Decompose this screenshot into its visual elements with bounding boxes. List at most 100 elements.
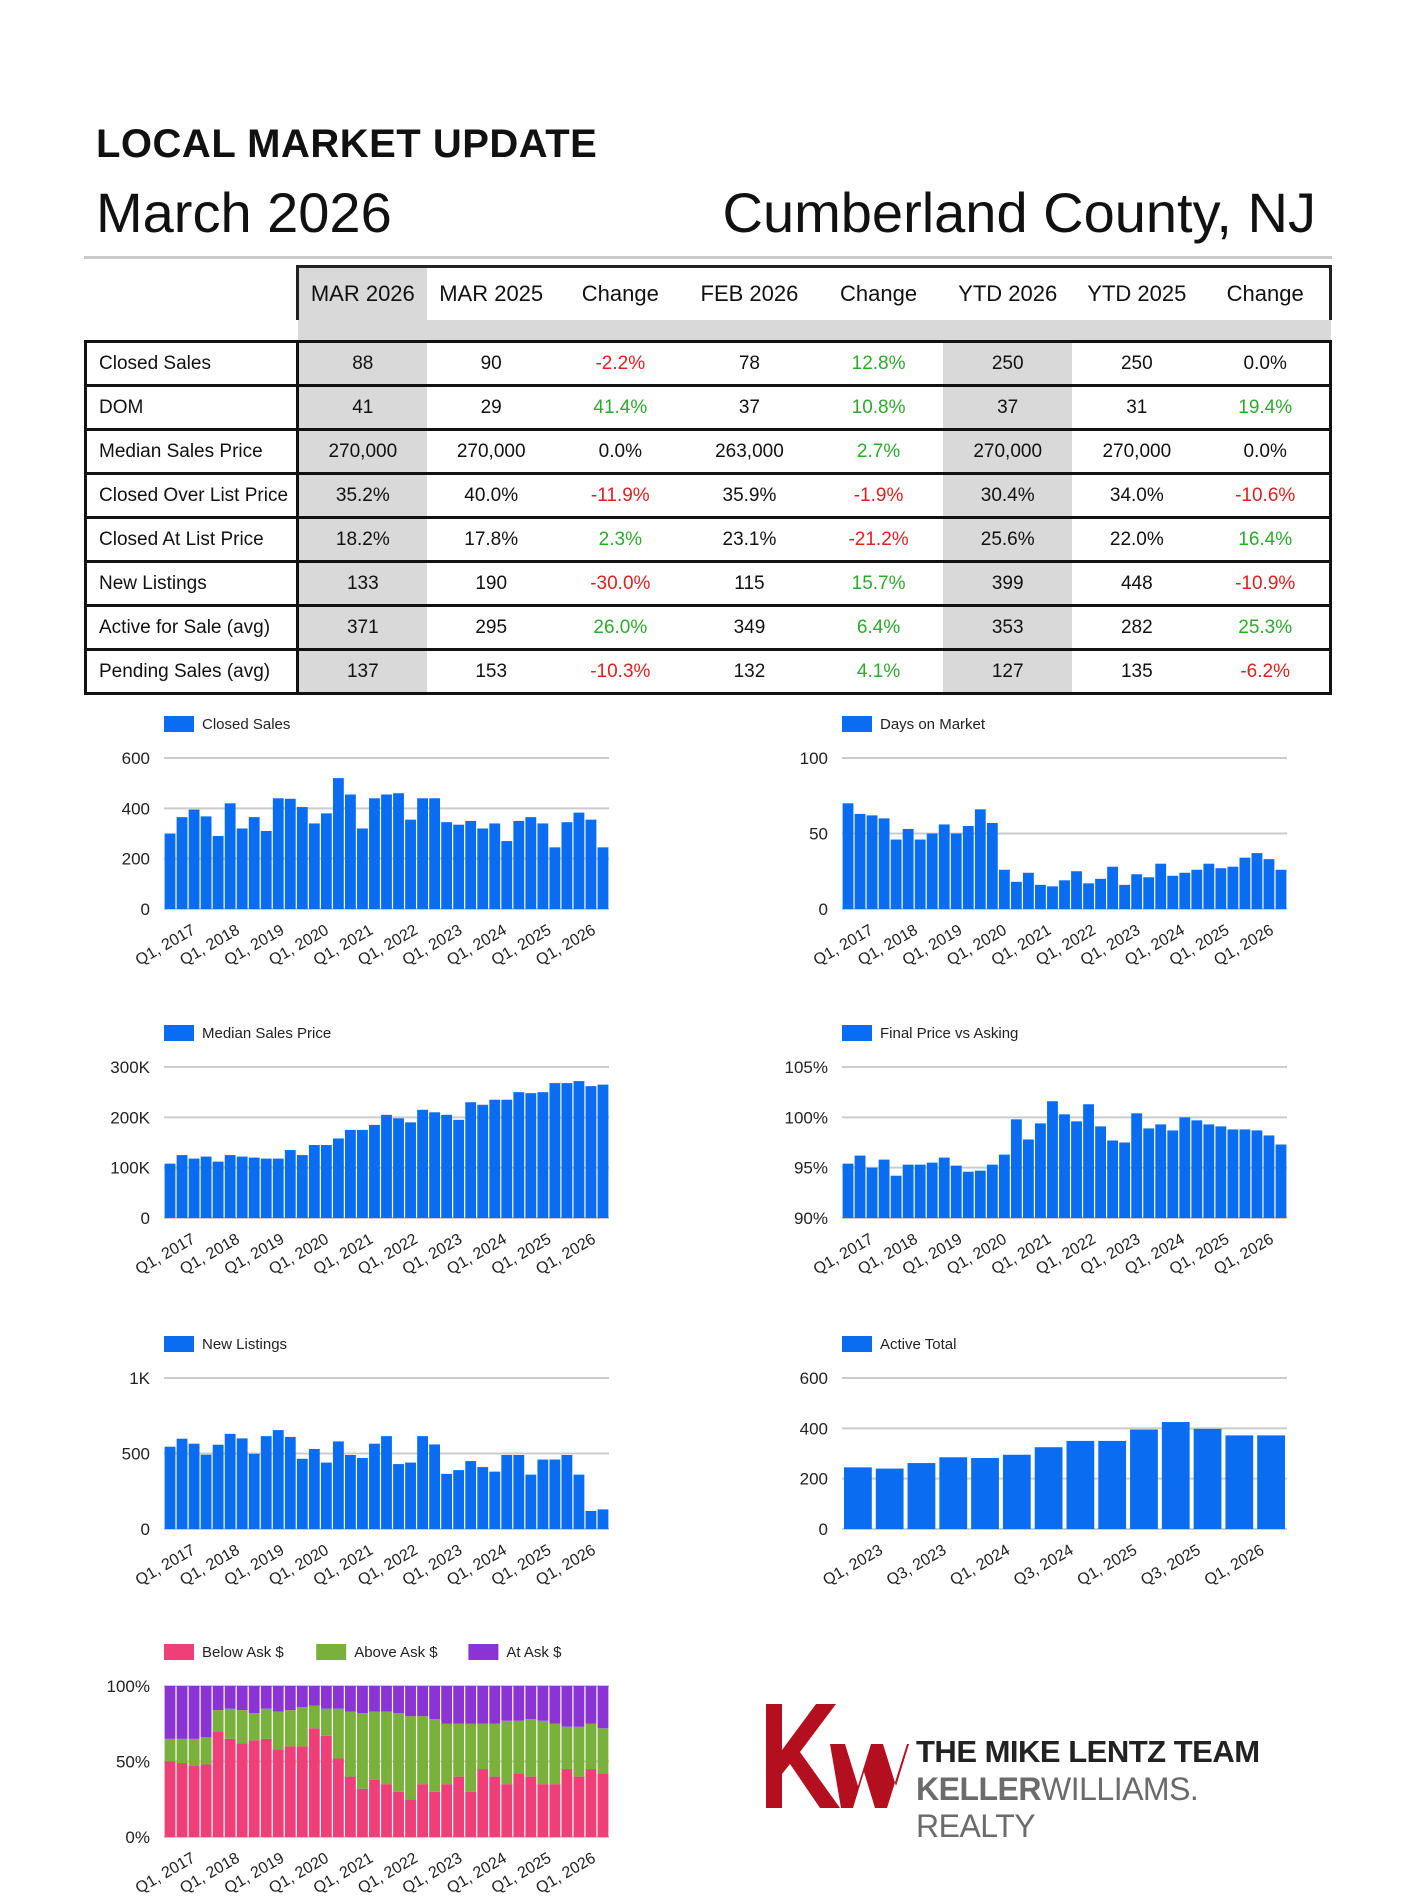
value-cell: 153 [426, 649, 556, 695]
legend-swatch [842, 1025, 872, 1041]
report-county: Cumberland County, NJ [722, 181, 1316, 244]
header-spacer-row [85, 320, 1331, 343]
bar-at-ask [417, 1686, 428, 1717]
bar-below-ask [296, 1746, 308, 1837]
bar [573, 812, 585, 909]
bar [854, 813, 866, 909]
value-cell: 18.2% [297, 517, 427, 563]
bar [1071, 1121, 1082, 1218]
bar-below-ask [489, 1776, 501, 1837]
table-row: Closed Over List Price 35.2% 40.0% -11.9% 35… [84, 473, 1333, 519]
bar-at-ask [597, 1686, 609, 1729]
bar [332, 1441, 344, 1529]
column-header: YTD 2025 [1072, 265, 1202, 320]
bar [188, 1443, 200, 1529]
legend-label: Median Sales Price [202, 1025, 331, 1042]
bar-above-ask [369, 1711, 380, 1780]
change-cell: 0.0% [1201, 341, 1333, 387]
bar [962, 1171, 974, 1218]
legend-swatch [842, 1336, 872, 1352]
bar-below-ask [272, 1749, 284, 1837]
bar [1107, 866, 1119, 909]
bar [1119, 884, 1131, 909]
bar [296, 1458, 308, 1529]
bar [272, 1158, 284, 1218]
row-label: Median Sales Price [84, 429, 299, 475]
bar [866, 1167, 878, 1218]
change-cell: 10.8% [814, 385, 944, 431]
bar [1193, 1428, 1222, 1529]
days-on-market-chart: Days on Market 0 50 100 Q1, 2017 Q1, 2018 Q1, … [762, 706, 1302, 976]
x-tick-label: Q3, 2025 [1138, 1542, 1204, 1590]
change-cell: -30.0% [555, 561, 685, 607]
bar-above-ask [513, 1720, 525, 1774]
bar [1225, 1435, 1254, 1529]
bar-above-ask [405, 1716, 416, 1800]
bar [236, 828, 248, 909]
bar [212, 1161, 224, 1218]
bar [1203, 863, 1215, 909]
change-cell: -6.2% [1201, 649, 1333, 695]
bar-above-ask [357, 1713, 368, 1789]
bar [381, 794, 392, 909]
bar [950, 1165, 962, 1218]
y-tick-label: 50% [116, 1753, 150, 1772]
bar [585, 1086, 597, 1218]
bar-above-ask [465, 1723, 477, 1792]
y-tick-label: 100% [785, 1108, 828, 1127]
x-tick-label: Q3, 2024 [1011, 1542, 1077, 1590]
brokerage-name-bold: KELLER [916, 1771, 1042, 1807]
value-cell: 17.8% [426, 517, 556, 563]
y-tick-label: 200 [122, 850, 150, 869]
change-cell: -21.2% [814, 517, 944, 563]
bar-at-ask [176, 1686, 188, 1739]
column-header: Change [814, 265, 944, 320]
legend-swatch [164, 1025, 194, 1041]
bar [1143, 1128, 1155, 1218]
bar [393, 793, 404, 909]
legend-label: Final Price vs Asking [880, 1025, 1018, 1042]
column-header: YTD 2026 [943, 265, 1073, 320]
bar-at-ask [453, 1686, 465, 1724]
bar [902, 1164, 914, 1218]
bar-above-ask [429, 1719, 441, 1792]
value-cell: 270,000 [1072, 429, 1202, 475]
bar [320, 813, 332, 909]
table-row: Active for Sale (avg) 371 295 26.0% 349 6.4% 3… [84, 605, 1333, 651]
y-tick-label: 400 [122, 799, 150, 818]
bar [489, 823, 501, 909]
bar [878, 818, 890, 909]
bar-below-ask [405, 1799, 416, 1837]
change-cell: 6.4% [814, 605, 944, 651]
bar [1023, 1139, 1034, 1218]
value-cell: 31 [1072, 385, 1202, 431]
bar-below-ask [248, 1740, 260, 1837]
change-cell: 19.4% [1201, 385, 1333, 431]
bar [1130, 1429, 1158, 1529]
bar [1107, 1140, 1119, 1218]
bar [260, 1436, 272, 1529]
y-tick-label: 1K [129, 1369, 150, 1388]
bar-below-ask [441, 1784, 453, 1837]
legend-label: Closed Sales [202, 716, 290, 733]
bar [974, 1170, 986, 1218]
bar [477, 1104, 489, 1218]
bar [429, 1112, 441, 1218]
bar [513, 820, 525, 909]
bar-at-ask [164, 1686, 176, 1739]
table-row: DOM 41 29 41.4% 37 10.8% 37 31 19.4% [84, 385, 1333, 431]
bar [1275, 869, 1287, 909]
bar [332, 778, 344, 909]
bar [429, 798, 441, 909]
bar [561, 822, 573, 909]
bar [513, 1092, 525, 1218]
value-cell: 270,000 [297, 429, 427, 475]
bar-at-ask [260, 1686, 272, 1709]
bar [902, 828, 914, 909]
value-cell: 30.4% [943, 473, 1073, 519]
bar-above-ask [308, 1705, 320, 1729]
bar-at-ask [296, 1686, 308, 1708]
bar [561, 1083, 573, 1218]
row-label: Pending Sales (avg) [84, 649, 299, 695]
